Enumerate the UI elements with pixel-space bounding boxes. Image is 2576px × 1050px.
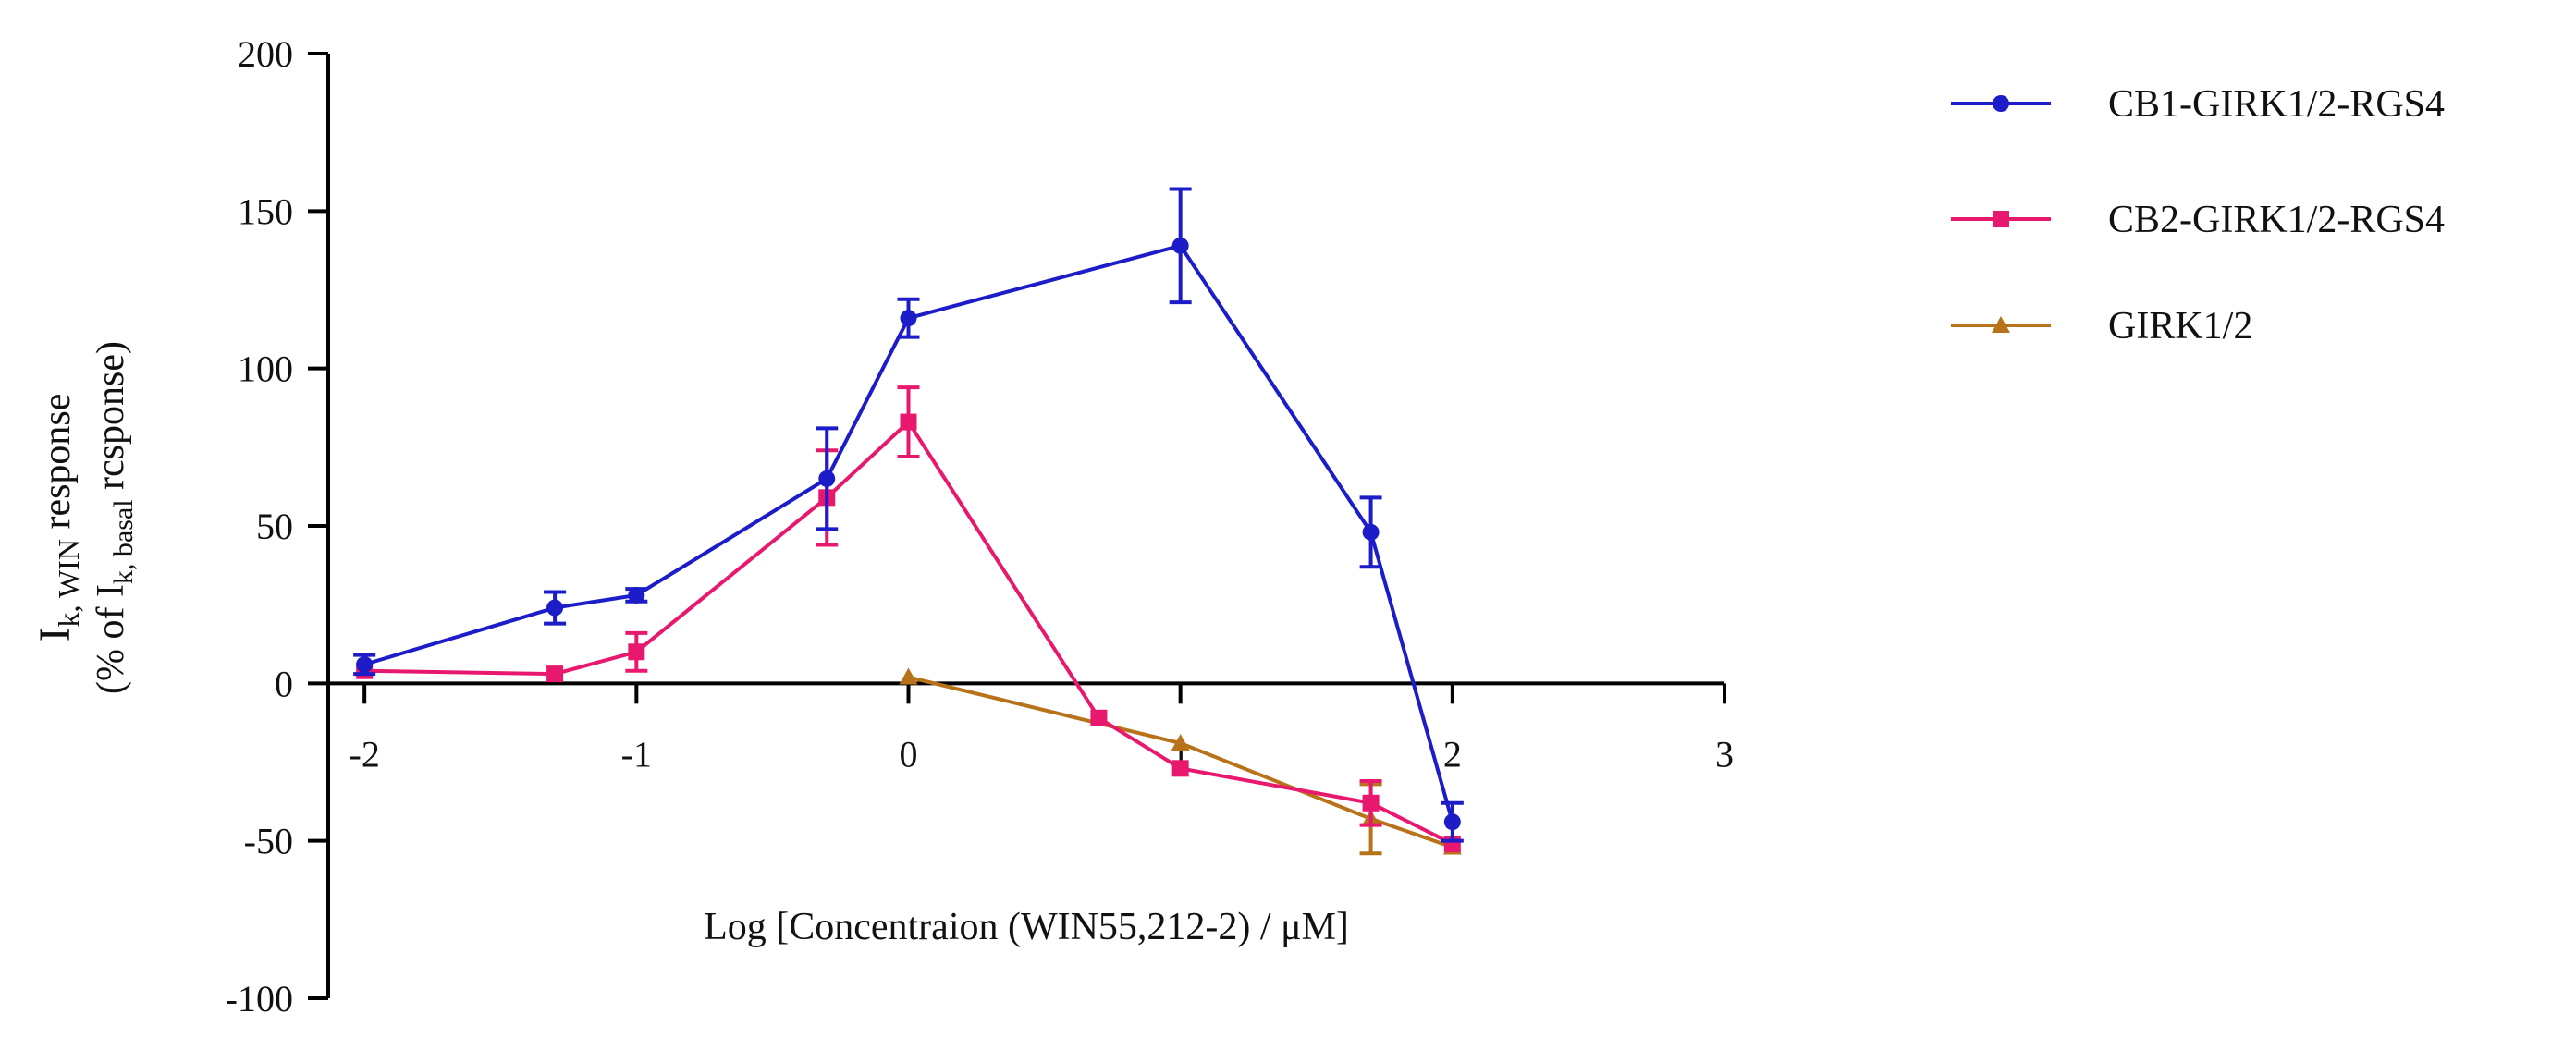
legend-label-cb2: CB2-GIRK1/2-RGS4 (2108, 199, 2445, 241)
data-point (546, 665, 564, 683)
y-tick-label: 50 (256, 506, 293, 547)
data-point (1362, 523, 1380, 541)
data-point (1362, 794, 1380, 812)
data-point (900, 310, 917, 327)
x-tick-label: 0 (900, 733, 918, 775)
legend-label-girk: GIRK1/2 (2108, 305, 2252, 348)
data-point (546, 599, 564, 617)
y-label-line2a: (% of I (90, 584, 132, 694)
data-point (1090, 709, 1108, 726)
series-line (364, 419, 1454, 846)
y-tick-label: -100 (226, 978, 293, 1019)
series-line (363, 243, 1454, 823)
y-label-rest: response (36, 394, 79, 539)
y-label-line2sub: k, basal (108, 499, 139, 584)
y-label-main: I (31, 627, 80, 641)
data-point (1171, 237, 1189, 254)
y-tick-label: 150 (238, 190, 293, 232)
y-label-line2b: rcsponse) (90, 341, 132, 499)
y-axis-title: Ik, WIN response (% of Ik, basal rcspons… (31, 341, 139, 694)
x-tick-label: 3 (1715, 733, 1734, 775)
y-tick-label: 100 (238, 348, 293, 390)
svg-text:Ik, WIN response: Ik, WIN response (31, 394, 85, 642)
x-tick-label: 2 (1443, 733, 1462, 775)
y-tick-label: -50 (244, 821, 293, 862)
data-point (818, 470, 836, 487)
y-label-sub1: k, WIN (52, 539, 85, 627)
legend: CB1-GIRK1/2-RGS4 CB2-GIRK1/2-RGS4 GIRK1/… (1951, 83, 2445, 348)
data-point (1171, 760, 1189, 777)
series-layer (353, 187, 1464, 856)
x-tick-label: -2 (350, 733, 380, 775)
legend-marker-cb2 (1993, 211, 2009, 227)
data-point (900, 413, 917, 431)
data-point (1171, 734, 1190, 751)
x-tick-label: -1 (621, 733, 652, 775)
svg-text:(% of Ik, basal rcsponse): (% of Ik, basal rcsponse) (90, 341, 139, 694)
series-0 (353, 187, 1464, 843)
legend-label-cb1: CB1-GIRK1/2-RGS4 (2108, 83, 2445, 126)
x-axis-title: Log [Concentraion (WIN55,212-2) / μM] (704, 906, 1349, 948)
y-tick-label: 0 (275, 663, 293, 704)
legend-marker-cb1 (1993, 95, 2009, 112)
y-tick-label: 200 (238, 33, 293, 75)
legend-marker-girk (1992, 316, 2010, 333)
series-1 (356, 385, 1461, 853)
data-point (899, 667, 918, 685)
data-point (1443, 813, 1461, 831)
data-point (628, 643, 645, 661)
data-point (628, 586, 645, 604)
series-line (908, 675, 1454, 849)
data-point (356, 655, 374, 673)
